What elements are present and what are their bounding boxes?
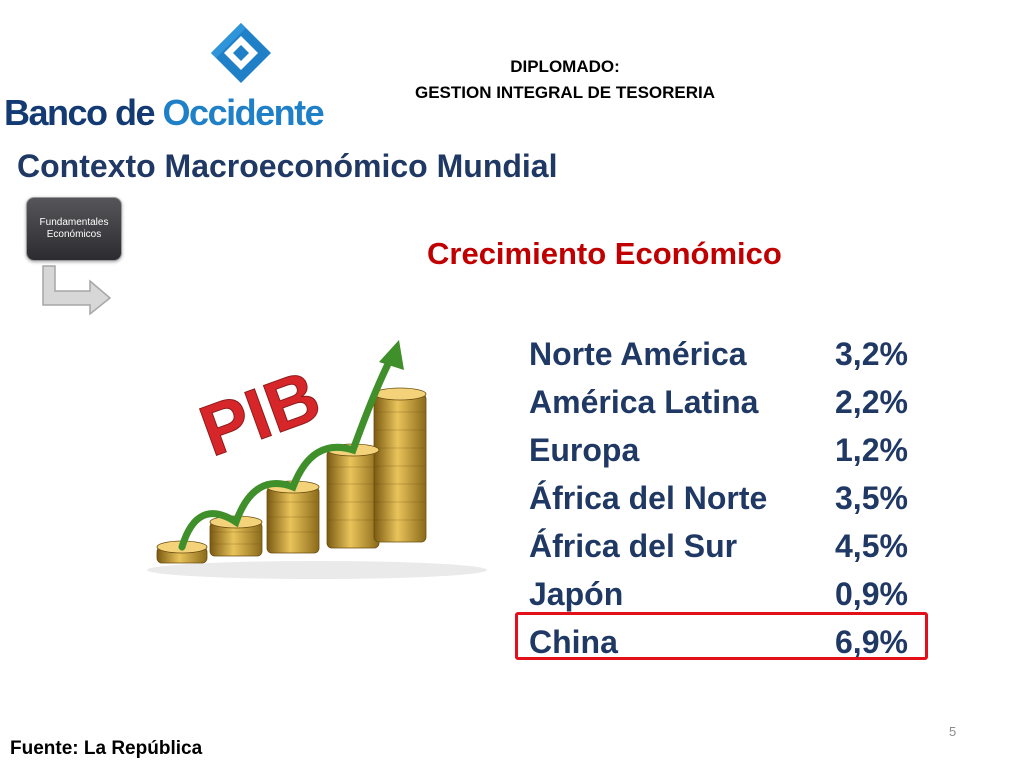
slide-heading: Contexto Macroeconómico Mundial bbox=[17, 148, 558, 184]
course-title-line2: GESTION INTEGRAL DE TESORERIA bbox=[414, 83, 716, 102]
region-label: Europa bbox=[529, 432, 640, 468]
growth-value: 1,2% bbox=[835, 432, 908, 468]
pib-growth-coins-illustration: PIB bbox=[147, 340, 487, 579]
region-label: África del Norte bbox=[529, 480, 768, 516]
brand-name-part2: Occidente bbox=[162, 92, 325, 133]
growth-value: 4,5% bbox=[835, 528, 908, 564]
china-highlight-box bbox=[515, 612, 928, 660]
region-label: Norte América bbox=[529, 336, 747, 372]
growth-row-africa-norte: África del Norte 3,5% bbox=[529, 475, 929, 523]
region-label: China bbox=[529, 624, 618, 660]
page-number: 5 bbox=[949, 724, 957, 739]
brand-name-part1: Banco de bbox=[4, 92, 163, 133]
region-label: Japón bbox=[529, 576, 624, 612]
growth-row-america-latina: América Latina 2,2% bbox=[529, 379, 929, 427]
region-label: África del Sur bbox=[529, 528, 738, 564]
fundamentales-box-line1: Fundamentales bbox=[39, 217, 109, 228]
growth-row-norte-america: Norte América 3,2% bbox=[529, 331, 929, 379]
fundamentales-box: Fundamentales Económicos bbox=[26, 197, 122, 261]
banco-de-occidente-diamond-logo-icon bbox=[211, 23, 271, 83]
region-label: América Latina bbox=[529, 384, 759, 420]
growth-row-china: China 6,9% bbox=[529, 619, 929, 667]
slide-subheading: Crecimiento Económico bbox=[427, 236, 782, 271]
growth-value: 3,2% bbox=[835, 336, 908, 372]
bank-logo: Banco de Occidente bbox=[4, 20, 325, 133]
growth-value: 0,9% bbox=[835, 576, 908, 612]
growth-table: Norte América 3,2% América Latina 2,2% E… bbox=[529, 331, 929, 667]
growth-row-africa-sur: África del Sur 4,5% bbox=[529, 523, 929, 571]
growth-value: 2,2% bbox=[835, 384, 908, 420]
bank-brand-name: Banco de Occidente bbox=[4, 92, 325, 134]
growth-row-europa: Europa 1,2% bbox=[529, 427, 929, 475]
course-title: DIPLOMADO: GESTION INTEGRAL DE TESORERIA bbox=[330, 54, 800, 106]
bent-arrow-icon bbox=[42, 265, 112, 316]
source-note: Fuente: La República bbox=[10, 738, 203, 759]
course-title-line1: DIPLOMADO: bbox=[510, 57, 620, 76]
growth-value: 3,5% bbox=[835, 480, 908, 516]
growth-row-japon: Japón 0,9% bbox=[529, 571, 929, 619]
growth-value: 6,9% bbox=[835, 624, 908, 660]
fundamentales-box-line2: Económicos bbox=[46, 229, 102, 240]
